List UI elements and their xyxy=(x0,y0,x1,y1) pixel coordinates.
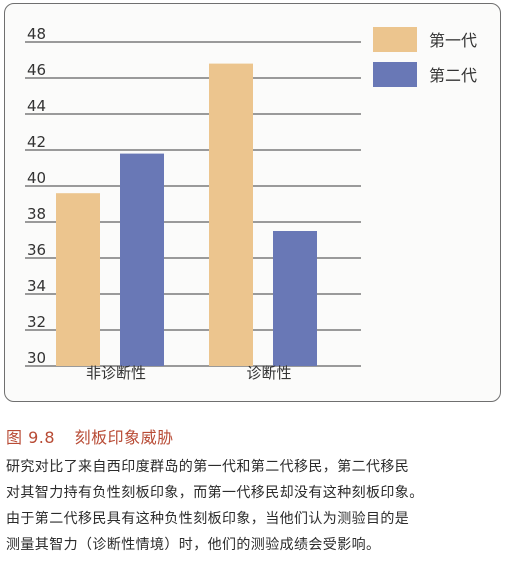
y-tick-label: 36 xyxy=(27,241,46,259)
bar xyxy=(56,193,100,366)
legend-swatch xyxy=(373,27,417,52)
y-tick-label: 46 xyxy=(27,61,46,79)
y-tick-label: 34 xyxy=(27,277,46,295)
legend-swatch xyxy=(373,62,417,87)
x-tick-label: 诊断性 xyxy=(246,364,291,382)
y-tick-label: 40 xyxy=(27,169,46,187)
x-tick-label: 非诊断性 xyxy=(86,364,146,382)
y-tick-label: 30 xyxy=(27,349,46,367)
legend-label: 第一代 xyxy=(429,31,477,50)
figure-description: 研究对比了来自西印度群岛的第一代和第二代移民，第二代移民 对其智力持有负性刻板印… xyxy=(6,454,502,558)
bar xyxy=(120,153,164,366)
y-tick-label: 48 xyxy=(27,25,46,43)
bar xyxy=(273,231,317,366)
y-tick-label: 42 xyxy=(27,133,46,151)
chart-panel: 30 32 34 36 38 40 42 44 46 48 非诊断性 诊断性 第一代第二代 xyxy=(4,3,501,402)
figure-caption: 图 9.8 刻板印象威胁 xyxy=(6,424,502,448)
description-line: 研究对比了来自西印度群岛的第一代和第二代移民，第二代移民 xyxy=(6,459,410,475)
description-line: 测量其智力（诊断性情境）时，他们的测验成绩会受影响。 xyxy=(6,537,381,553)
description-line: 由于第二代移民具有这种负性刻板印象，当他们认为测验目的是 xyxy=(6,511,410,527)
figure-title: 刻板印象威胁 xyxy=(74,428,174,447)
bar xyxy=(209,63,253,366)
legend-label: 第二代 xyxy=(429,66,477,85)
y-tick-label: 38 xyxy=(27,205,46,223)
figure-caption-block: 图 9.8 刻板印象威胁 研究对比了来自西印度群岛的第一代和第二代移民，第二代移… xyxy=(6,424,502,558)
figure-number: 图 9.8 xyxy=(6,428,56,447)
y-tick-label: 44 xyxy=(27,97,46,115)
y-tick-label: 32 xyxy=(27,313,46,331)
description-line: 对其智力持有负性刻板印象，而第一代移民却没有这种刻板印象。 xyxy=(6,485,424,501)
